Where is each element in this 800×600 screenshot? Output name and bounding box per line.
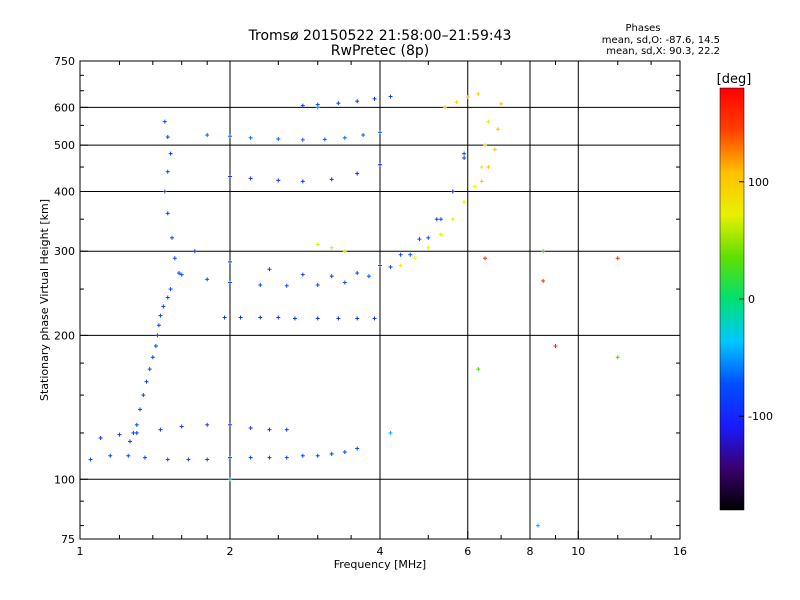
scatter-series xyxy=(300,94,393,108)
y-tick-label: 600 xyxy=(54,101,75,114)
x-tick-label: 1 xyxy=(77,545,84,558)
scatter-series xyxy=(228,105,540,528)
colorbar-tick-label: 100 xyxy=(748,176,769,189)
y-axis-label: Stationary phase Virtual Height [km] xyxy=(38,199,51,401)
scatter-series xyxy=(205,130,382,142)
y-tick-label: 500 xyxy=(54,139,75,152)
x-tick-label: 6 xyxy=(464,545,471,558)
stats-title: Phases xyxy=(625,23,660,34)
chart-subtitle: RwPretec (8p) xyxy=(331,43,429,59)
plot-frame xyxy=(79,60,681,540)
x-tick-label: 16 xyxy=(673,545,687,558)
scatter-series xyxy=(398,119,491,268)
scatter-series xyxy=(88,446,360,462)
chart-title: Tromsø 20150522 21:58:00–21:59:43 xyxy=(248,28,512,44)
x-tick-label: 10 xyxy=(571,545,585,558)
scatter-series xyxy=(476,249,620,372)
y-tick-labels: 75 100 200 300 400 500 600 750 xyxy=(54,55,75,546)
scatter-series xyxy=(192,156,467,279)
scatter-series xyxy=(483,256,620,349)
scatter-series xyxy=(315,242,347,254)
y-tick-label: 200 xyxy=(54,329,75,342)
x-axis-label: Frequency [MHz] xyxy=(334,558,426,571)
colorbar-label: [deg] xyxy=(717,72,752,87)
y-tick-label: 300 xyxy=(54,245,75,258)
scatter-series xyxy=(228,162,382,184)
scatter-series xyxy=(222,315,377,321)
scatter-series xyxy=(179,151,467,288)
y-tick-label: 100 xyxy=(54,473,75,486)
scatter-series xyxy=(442,91,481,110)
x-tick-labels: 1 2 4 6 8 10 16 xyxy=(77,545,688,558)
x-tick-label: 2 xyxy=(227,545,234,558)
grid-lines xyxy=(80,61,680,539)
colorbar-ticks: 100 0 -100 xyxy=(739,176,773,423)
stats-o-line: mean, sd,O: -87.6, 14.5 xyxy=(602,35,720,46)
colorbar-tick-label: 0 xyxy=(748,293,755,306)
stats-x-line: mean, sd,X: 90.3, 22.2 xyxy=(606,46,720,57)
y-tick-label: 750 xyxy=(54,55,75,68)
scatter-series xyxy=(479,101,504,184)
colorbar-tick-label: -100 xyxy=(748,410,773,423)
y-tick-label: 400 xyxy=(54,185,75,198)
data-points xyxy=(88,91,620,528)
scatter-series xyxy=(128,119,181,444)
scatter-series xyxy=(98,422,289,440)
y-tick-label: 75 xyxy=(61,533,75,546)
x-tick-label: 8 xyxy=(527,545,534,558)
x-tick-label: 4 xyxy=(377,545,384,558)
